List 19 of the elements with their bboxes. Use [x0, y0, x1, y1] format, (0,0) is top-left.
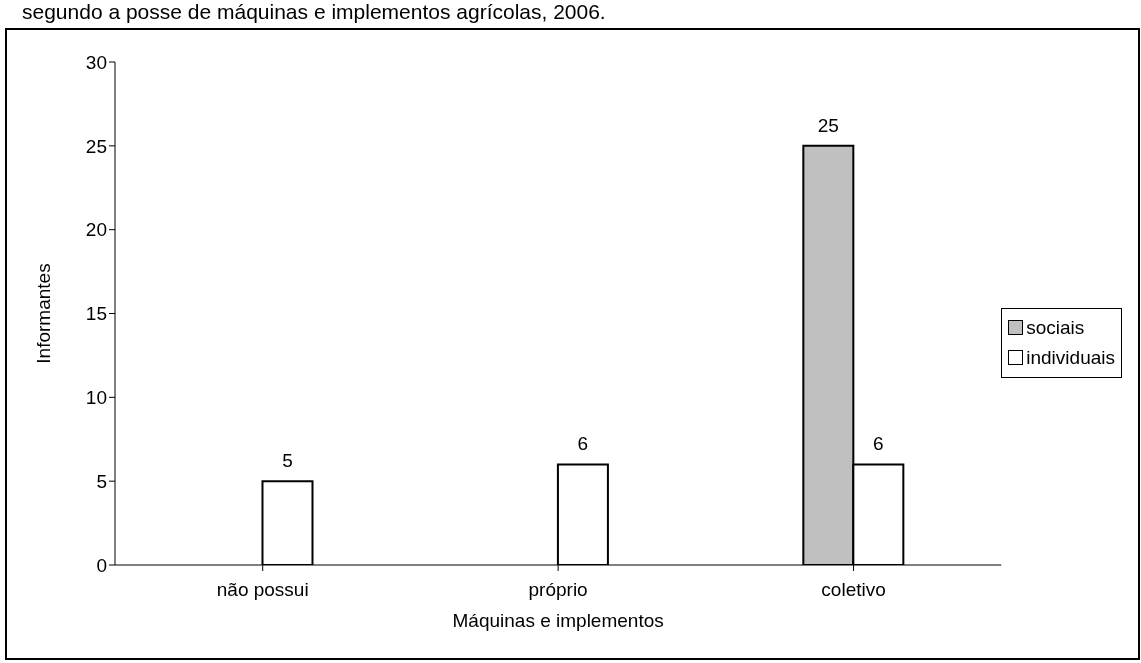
x-axis-title: Máquinas e implementos — [452, 610, 664, 631]
data-label: 6 — [873, 433, 884, 455]
y-tick-label: 0 — [96, 554, 107, 576]
x-tick-label: não possui — [216, 579, 309, 601]
chart-title: segundo a posse de máquinas e implementos agrícolas, 2006. — [22, 0, 606, 24]
x-tick-label: próprio — [528, 579, 588, 601]
legend-label: sociais — [1025, 315, 1086, 340]
y-axis-title: Informantes — [32, 263, 54, 364]
y-tick-label: 20 — [85, 219, 107, 241]
y-tick-label: 5 — [96, 470, 107, 492]
y-tick-label: 30 — [85, 51, 107, 73]
data-label: 25 — [817, 114, 839, 136]
data-label: 5 — [282, 450, 293, 472]
x-tick-label: coletivo — [821, 579, 886, 601]
y-tick-label: 10 — [85, 387, 107, 409]
data-label: 6 — [577, 433, 589, 455]
y-tick-label: 15 — [85, 303, 107, 325]
y-tick-label: 25 — [85, 135, 107, 157]
legend-label: individuais — [1025, 345, 1115, 370]
